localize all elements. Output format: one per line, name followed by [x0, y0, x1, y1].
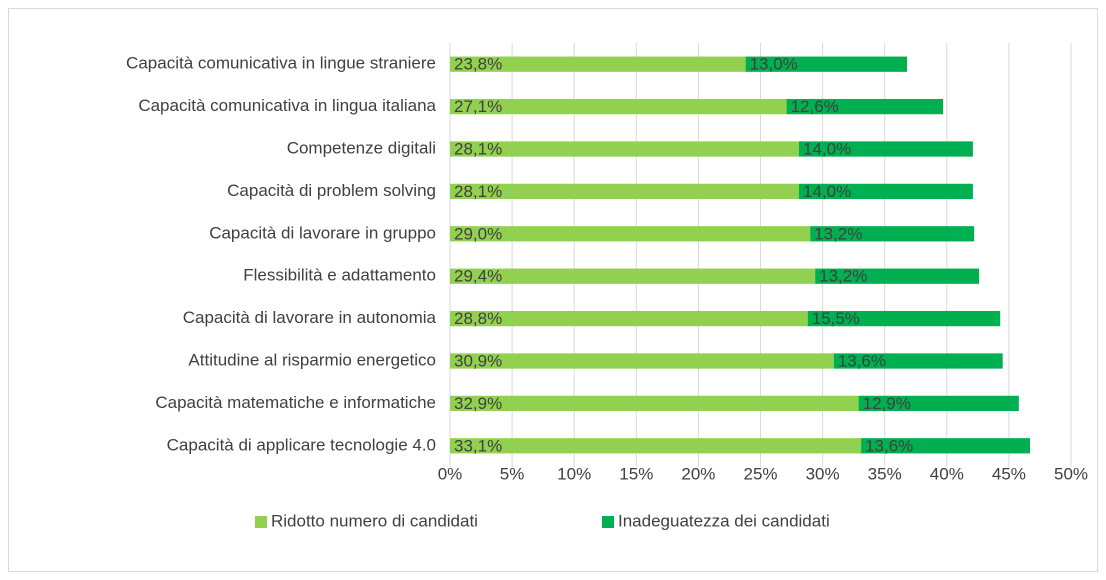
- y-tick-label: Capacità di problem solving: [227, 181, 436, 200]
- bar-segment: [810, 226, 975, 242]
- bar-segment: [450, 98, 787, 115]
- bar-segment: [450, 141, 800, 157]
- x-tick-label: 50%: [1054, 464, 1088, 483]
- data-label: 14,0%: [803, 182, 851, 201]
- x-tick-label: 25%: [743, 464, 777, 483]
- bar-segment: [799, 141, 973, 157]
- bar-segment: [450, 395, 859, 412]
- data-label: 32,9%: [454, 394, 502, 413]
- data-label: 13,2%: [814, 224, 862, 243]
- data-label: 14,0%: [803, 139, 851, 158]
- y-tick-label: Competenze digitali: [287, 138, 436, 157]
- data-label: 29,0%: [454, 224, 502, 243]
- bar-segment: [833, 353, 1003, 369]
- y-tick-label: Capacità comunicativa in lingue stranier…: [126, 54, 436, 73]
- data-label: 23,8%: [454, 55, 502, 74]
- bar-segment: [745, 56, 908, 72]
- x-tick-label: 40%: [930, 464, 964, 483]
- bar-segment: [799, 183, 973, 200]
- y-tick-label: Capacità di applicare tecnologie 4.0: [167, 435, 436, 454]
- bar-segment: [450, 183, 800, 200]
- data-label: 30,9%: [454, 351, 502, 370]
- x-tick-label: 15%: [619, 464, 653, 483]
- x-tick-label: 35%: [868, 464, 902, 483]
- bar-segment: [807, 310, 1001, 327]
- legend-label: Ridotto numero di candidati: [271, 511, 478, 530]
- y-tick-label: Capacità matematiche e informatiche: [155, 393, 436, 412]
- data-label: 27,1%: [454, 97, 502, 116]
- data-label: 13,6%: [865, 436, 913, 455]
- data-label: 15,5%: [812, 309, 860, 328]
- y-tick-label: Flessibilità e adattamento: [243, 266, 436, 285]
- y-tick-label: Capacità comunicativa in lingua italiana: [138, 96, 436, 115]
- legend-swatch: [255, 516, 267, 528]
- data-label: 12,9%: [863, 394, 911, 413]
- chart-border: [8, 8, 1098, 572]
- data-label: 33,1%: [454, 436, 502, 455]
- y-tick-label: Capacità di lavorare in gruppo: [209, 223, 436, 242]
- data-label: 28,1%: [454, 182, 502, 201]
- bar-segment: [450, 226, 811, 242]
- bar-segment: [858, 395, 1019, 412]
- data-label: 29,4%: [454, 267, 502, 286]
- bar-segment: [815, 268, 980, 284]
- data-label: 13,2%: [819, 267, 867, 286]
- x-tick-label: 45%: [992, 464, 1026, 483]
- x-tick-label: 20%: [681, 464, 715, 483]
- data-label: 13,0%: [750, 55, 798, 74]
- data-label: 12,6%: [791, 97, 839, 116]
- bar-segment: [450, 438, 862, 454]
- data-label: 28,8%: [454, 309, 502, 328]
- bar-segment: [450, 56, 746, 72]
- y-tick-label: Capacità di lavorare in autonomia: [183, 308, 437, 327]
- legend-label: Inadeguatezza dei candidati: [618, 511, 830, 530]
- bar-segment: [786, 98, 944, 115]
- x-tick-label: 0%: [438, 464, 463, 483]
- data-label: 13,6%: [838, 351, 886, 370]
- x-tick-label: 30%: [806, 464, 840, 483]
- x-tick-label: 5%: [500, 464, 525, 483]
- legend-swatch: [602, 516, 614, 528]
- data-label: 28,1%: [454, 139, 502, 158]
- bar-segment: [861, 438, 1031, 454]
- bar-segment: [450, 268, 816, 284]
- bar-segment: [450, 310, 808, 327]
- bar-segment: [450, 353, 834, 369]
- x-tick-label: 10%: [557, 464, 591, 483]
- y-tick-label: Attitudine al risparmio energetico: [188, 350, 436, 369]
